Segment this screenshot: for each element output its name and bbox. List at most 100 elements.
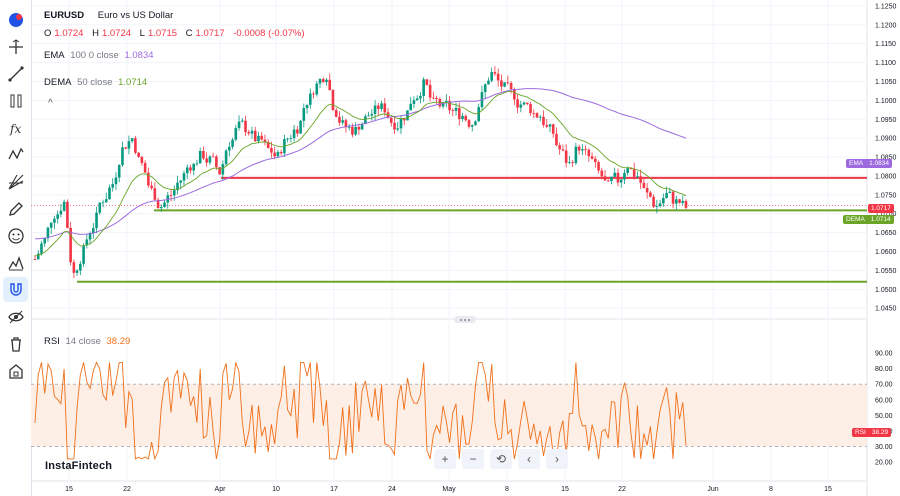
dema-value: 1.0714 [118,77,148,88]
candle-body [373,105,377,114]
candle-body [415,98,419,101]
candle-body [260,135,264,140]
candle-body [448,100,451,111]
candle-body [292,129,296,139]
rsi-legend[interactable]: RSI 14 close 38.29 [44,336,133,347]
candle-body [237,121,241,129]
chart-area[interactable]: 1.1250 1.1200 1.1150 1.1100 1.1050 1.1000 1.09… [31,0,900,496]
magnet-tool[interactable] [3,277,28,302]
candle-body [584,149,587,150]
change-value: -0.0008 (-0.07%) [233,28,305,39]
lock-tool[interactable] [3,358,28,383]
price-axis-label: 1.1000 [875,98,897,105]
candle-body [153,188,157,200]
open-label: O [44,28,52,39]
fib-tool[interactable] [3,88,28,113]
dema-legend[interactable]: DEMA 50 close 1.0714 [44,77,150,88]
magnet-icon [9,282,22,296]
eye-tool[interactable] [3,304,28,329]
pattern-tool[interactable] [3,142,28,167]
price-axis-label: 1.1200 [875,22,897,29]
candle-body [312,93,315,95]
candle-body [535,113,539,118]
candle-body [467,120,471,127]
rsi-tag-value: 38.29 [871,429,889,436]
candle-body [108,187,111,200]
rsi-params: 14 close [65,336,101,347]
candle-body [179,180,183,183]
time-axis-label: 22 [618,486,626,493]
candle-body [98,202,102,213]
zoom-out-button[interactable]: − [462,449,484,469]
candle-body [189,167,192,171]
candle-body [195,163,199,165]
candle-body [182,173,186,181]
candle-body [671,191,675,204]
trash-icon [10,336,21,352]
price-axis-label: 1.0700 [875,211,897,218]
candle-body [571,162,574,164]
emoji-tool[interactable] [3,223,28,248]
candle-body [305,104,309,109]
candle-body [435,97,438,99]
candle-body [551,124,555,134]
ema-legend[interactable]: EMA 100 0 close 1.0834 [44,50,157,61]
candle-body [603,176,607,181]
collapse-legend-icon[interactable]: ^ [48,98,53,109]
last-price-tag: 1.0717 [868,204,894,213]
candle-body [370,113,374,116]
lock-icon [8,363,23,379]
candle-body [257,135,260,142]
candle-body [561,149,565,151]
candle-body [503,82,506,87]
candle-body [364,116,367,125]
candle-body [53,218,56,223]
ema-tag-value: 1.0834 [869,160,889,167]
candle-body [75,270,79,273]
rsi-name: RSI [44,336,60,347]
candle-body [244,120,247,133]
chart-canvas[interactable]: 1.1250 1.1200 1.1150 1.1100 1.1050 1.1000 1.09… [31,0,900,496]
candle-body [529,103,532,113]
candle-body [318,79,322,84]
candle-body [46,227,50,239]
candle-body [506,82,510,84]
pane-resize-handle[interactable] [454,316,476,323]
rsi-line [34,361,687,461]
high-label: H [92,28,99,39]
ema-price-tag: EMA 1.0834 [846,159,892,168]
candle-body [250,130,254,134]
ema-value: 1.0834 [124,50,154,61]
time-axis-label: 15 [561,486,569,493]
fib-icon [10,94,21,107]
gann-tool[interactable] [3,169,28,194]
scroll-back-button[interactable]: ‹ [518,449,540,469]
measure-tool[interactable] [3,250,28,275]
candle-body [386,112,390,118]
tradingview-logo-tool[interactable] [3,7,28,32]
candle-body [266,141,270,149]
candle-body [169,195,173,197]
trash-tool[interactable] [3,331,28,356]
crosshair-tool[interactable] [3,34,28,59]
candle-body [389,117,393,123]
candle-body [432,97,435,99]
zoom-in-button[interactable]: + [434,449,456,469]
candle-body [127,141,131,149]
candle-body [338,116,341,123]
candle-body [477,107,481,122]
candle-body [124,147,127,149]
dema-line [34,90,687,257]
candle-body [231,139,234,147]
brush-tool[interactable] [3,196,28,221]
emoji-icon [7,227,24,244]
reset-chart-button[interactable]: ⟲ [490,449,512,469]
trend-line-tool[interactable] [3,61,28,86]
candle-body [597,162,600,171]
candle-body [172,190,176,196]
candle-body [240,120,244,122]
scroll-forward-button[interactable]: › [546,449,568,469]
text-tool[interactable]: fx [3,115,28,140]
candle-body [425,79,429,85]
symbol-ticker[interactable]: EURUSD [44,10,85,21]
